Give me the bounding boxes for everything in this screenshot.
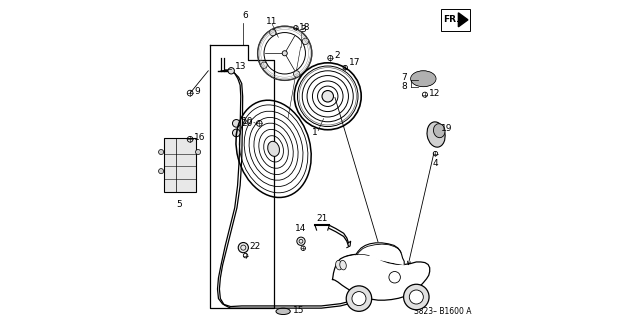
Bar: [164, 138, 195, 192]
Text: 11: 11: [266, 17, 278, 26]
Text: 22: 22: [249, 242, 261, 251]
Polygon shape: [333, 254, 430, 300]
Text: 8: 8: [402, 82, 408, 91]
Polygon shape: [459, 13, 468, 27]
Text: FR.: FR.: [444, 15, 460, 24]
Text: 20: 20: [241, 119, 253, 128]
Text: 14: 14: [295, 224, 307, 233]
Text: 17: 17: [350, 58, 361, 67]
Ellipse shape: [433, 124, 445, 138]
Text: 10: 10: [243, 117, 254, 126]
Circle shape: [352, 292, 366, 306]
Text: 4: 4: [433, 159, 438, 168]
Ellipse shape: [427, 122, 445, 147]
Circle shape: [261, 62, 267, 68]
Text: 5: 5: [177, 200, 183, 209]
Ellipse shape: [336, 260, 342, 270]
Circle shape: [238, 243, 248, 253]
Circle shape: [410, 290, 423, 304]
Circle shape: [228, 68, 234, 74]
Text: 16: 16: [194, 133, 205, 142]
Circle shape: [302, 38, 309, 44]
Circle shape: [195, 149, 200, 155]
Circle shape: [297, 237, 305, 245]
Ellipse shape: [340, 260, 347, 270]
Ellipse shape: [411, 71, 435, 86]
Text: 15: 15: [293, 306, 304, 315]
Ellipse shape: [268, 141, 280, 156]
Circle shape: [232, 129, 240, 137]
Ellipse shape: [276, 308, 290, 315]
Text: 13: 13: [235, 61, 246, 70]
Text: 7: 7: [402, 73, 408, 82]
Circle shape: [322, 91, 333, 102]
Circle shape: [159, 169, 164, 174]
Circle shape: [346, 286, 372, 311]
Bar: [441, 9, 469, 31]
Text: S823– B1600 A: S823– B1600 A: [414, 307, 471, 316]
Circle shape: [270, 29, 276, 36]
Text: 21: 21: [317, 214, 328, 223]
Text: 6: 6: [242, 11, 248, 20]
Circle shape: [159, 149, 164, 155]
Text: 3: 3: [301, 25, 306, 34]
Circle shape: [294, 71, 300, 77]
Ellipse shape: [411, 71, 436, 87]
Text: 18: 18: [299, 23, 311, 32]
Circle shape: [404, 284, 429, 310]
Text: 9: 9: [195, 87, 200, 96]
Polygon shape: [356, 243, 404, 265]
Text: 1: 1: [312, 128, 318, 137]
Text: 12: 12: [429, 89, 440, 98]
Circle shape: [282, 51, 287, 56]
Text: 2: 2: [335, 51, 340, 60]
Text: 19: 19: [441, 124, 452, 132]
Circle shape: [232, 120, 240, 127]
